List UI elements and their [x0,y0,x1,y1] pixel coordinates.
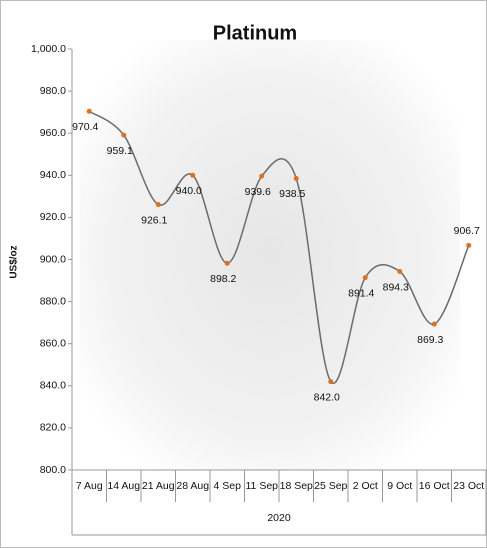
marker [362,275,368,281]
chart-title: Platinum [213,22,297,44]
x-tick-label: 2 Oct [353,480,378,492]
y-tick-label: 940.0 [40,169,66,181]
data-label: 869.3 [417,334,443,346]
x-group-label: 2020 [267,512,291,524]
x-tick-label: 14 Aug [107,480,140,492]
x-tick-label: 16 Oct [419,480,450,492]
data-label: 906.7 [454,225,480,237]
y-tick-label: 980.0 [40,85,66,97]
y-tick-label: 880.0 [40,295,66,307]
y-tick-label: 920.0 [40,211,66,223]
y-tick-label: 800.0 [40,464,66,476]
background [80,40,460,470]
marker [121,132,127,138]
data-label: 938.5 [279,188,305,200]
marker [431,321,437,327]
y-tick-label: 820.0 [40,422,66,434]
data-label: 926.1 [141,214,167,226]
data-label: 959.1 [107,145,133,157]
marker [293,175,299,181]
x-tick-label: 21 Aug [142,480,175,492]
marker [86,108,92,114]
x-tick-label: 4 Sep [214,480,242,492]
marker [224,260,230,266]
x-tick-label: 9 Oct [387,480,412,492]
data-label: 898.2 [210,273,236,285]
marker [155,202,161,208]
data-label: 891.4 [348,287,374,299]
x-tick-label: 28 Aug [176,480,209,492]
marker [190,172,196,178]
marker [466,242,472,248]
y-tick-label: 900.0 [40,253,66,265]
data-label: 970.4 [72,121,98,133]
x-tick-label: 18 Sep [280,480,313,492]
x-tick-label: 25 Sep [314,480,347,492]
y-tick-label: 960.0 [40,127,66,139]
y-axis-title: US$/oz [9,245,20,278]
y-tick-label: 860.0 [40,337,66,349]
x-tick-label: 23 Oct [453,480,484,492]
y-tick-label: 1,000.0 [31,43,66,55]
marker [397,268,403,274]
x-tick-label: 7 Aug [76,480,103,492]
data-label: 939.6 [245,186,271,198]
marker [259,173,265,179]
x-tick-label: 11 Sep [246,480,279,492]
data-label: 940.0 [176,185,202,197]
marker [328,379,334,385]
data-label: 894.3 [383,281,409,293]
y-tick-label: 840.0 [40,380,66,392]
data-label: 842.0 [314,391,340,403]
